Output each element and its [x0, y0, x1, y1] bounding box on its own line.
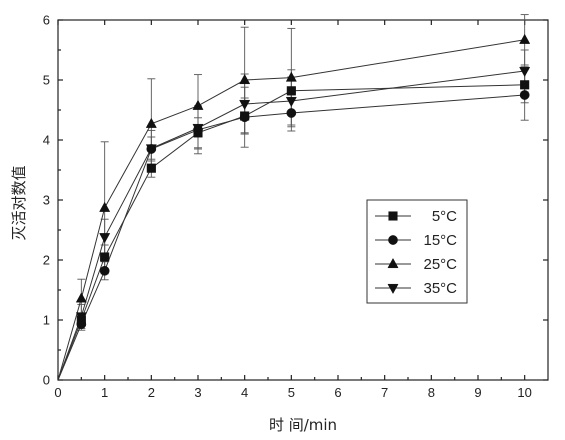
legend-marker	[388, 235, 398, 245]
x-tick-label: 2	[148, 385, 155, 400]
series-2-point	[519, 90, 530, 100]
series-4-line	[57, 70, 525, 381]
y-tick-label: 3	[43, 193, 50, 208]
x-tick-label: 10	[517, 385, 531, 400]
series-2-point	[286, 108, 297, 118]
y-tick-label: 6	[43, 13, 50, 28]
series-markers	[75, 33, 531, 330]
legend-marker	[388, 211, 398, 221]
legend-marker	[387, 257, 399, 269]
legend-label: 25°C	[423, 256, 457, 273]
series-4-point	[192, 123, 204, 135]
series-4-point	[239, 99, 251, 111]
x-tick-label: 8	[428, 385, 435, 400]
axis-ticks: 0 1 2 3 4 5 6 7 8 9 10 0 1 2 3 4 5 6	[43, 13, 548, 400]
series-3-point	[285, 71, 297, 82]
x-tick-label: 7	[381, 385, 388, 400]
y-tick-label: 1	[43, 313, 50, 328]
series-1-point	[146, 163, 156, 173]
y-axis-title: 灭活对数值	[10, 165, 28, 240]
series-3-point	[239, 73, 251, 85]
series-3-point	[99, 201, 111, 212]
series-3-point	[192, 99, 204, 110]
legend-label: 35°C	[423, 280, 457, 297]
series-1-line	[57, 84, 525, 381]
x-tick-label: 1	[101, 385, 108, 400]
y-tick-label: 5	[43, 73, 50, 88]
x-tick-label: 4	[241, 385, 248, 400]
series-3-line	[57, 39, 525, 381]
x-tick-label: 9	[474, 385, 481, 400]
series-4-point	[75, 312, 87, 323]
series-4-point	[99, 233, 111, 244]
y-tick-label: 4	[43, 133, 50, 148]
series-2-point	[239, 112, 250, 123]
legend-box	[366, 199, 468, 304]
x-tick-label: 0	[54, 385, 61, 400]
series-1-point	[286, 86, 296, 96]
series-3-point	[75, 292, 87, 303]
legend-label: 5°C	[432, 208, 457, 225]
x-axis-title: 时 间/min	[269, 416, 337, 434]
x-tick-label: 3	[194, 385, 201, 400]
series-3-point	[145, 117, 157, 128]
series-1-point	[520, 80, 530, 90]
legend: 5°C 15°C 25°C 35°C	[366, 199, 468, 304]
y-tick-label: 0	[43, 373, 50, 388]
series-4-point	[519, 66, 531, 78]
legend-marker	[387, 283, 399, 295]
series-1-point	[100, 252, 110, 262]
x-tick-label: 5	[288, 385, 295, 400]
x-tick-label: 6	[334, 385, 341, 400]
legend-label: 15°C	[423, 232, 457, 249]
series-3-point	[519, 33, 531, 44]
y-tick-label: 2	[43, 253, 50, 268]
series-4-point	[285, 96, 297, 108]
series-2-point	[99, 265, 110, 276]
series-4-point	[145, 144, 157, 155]
